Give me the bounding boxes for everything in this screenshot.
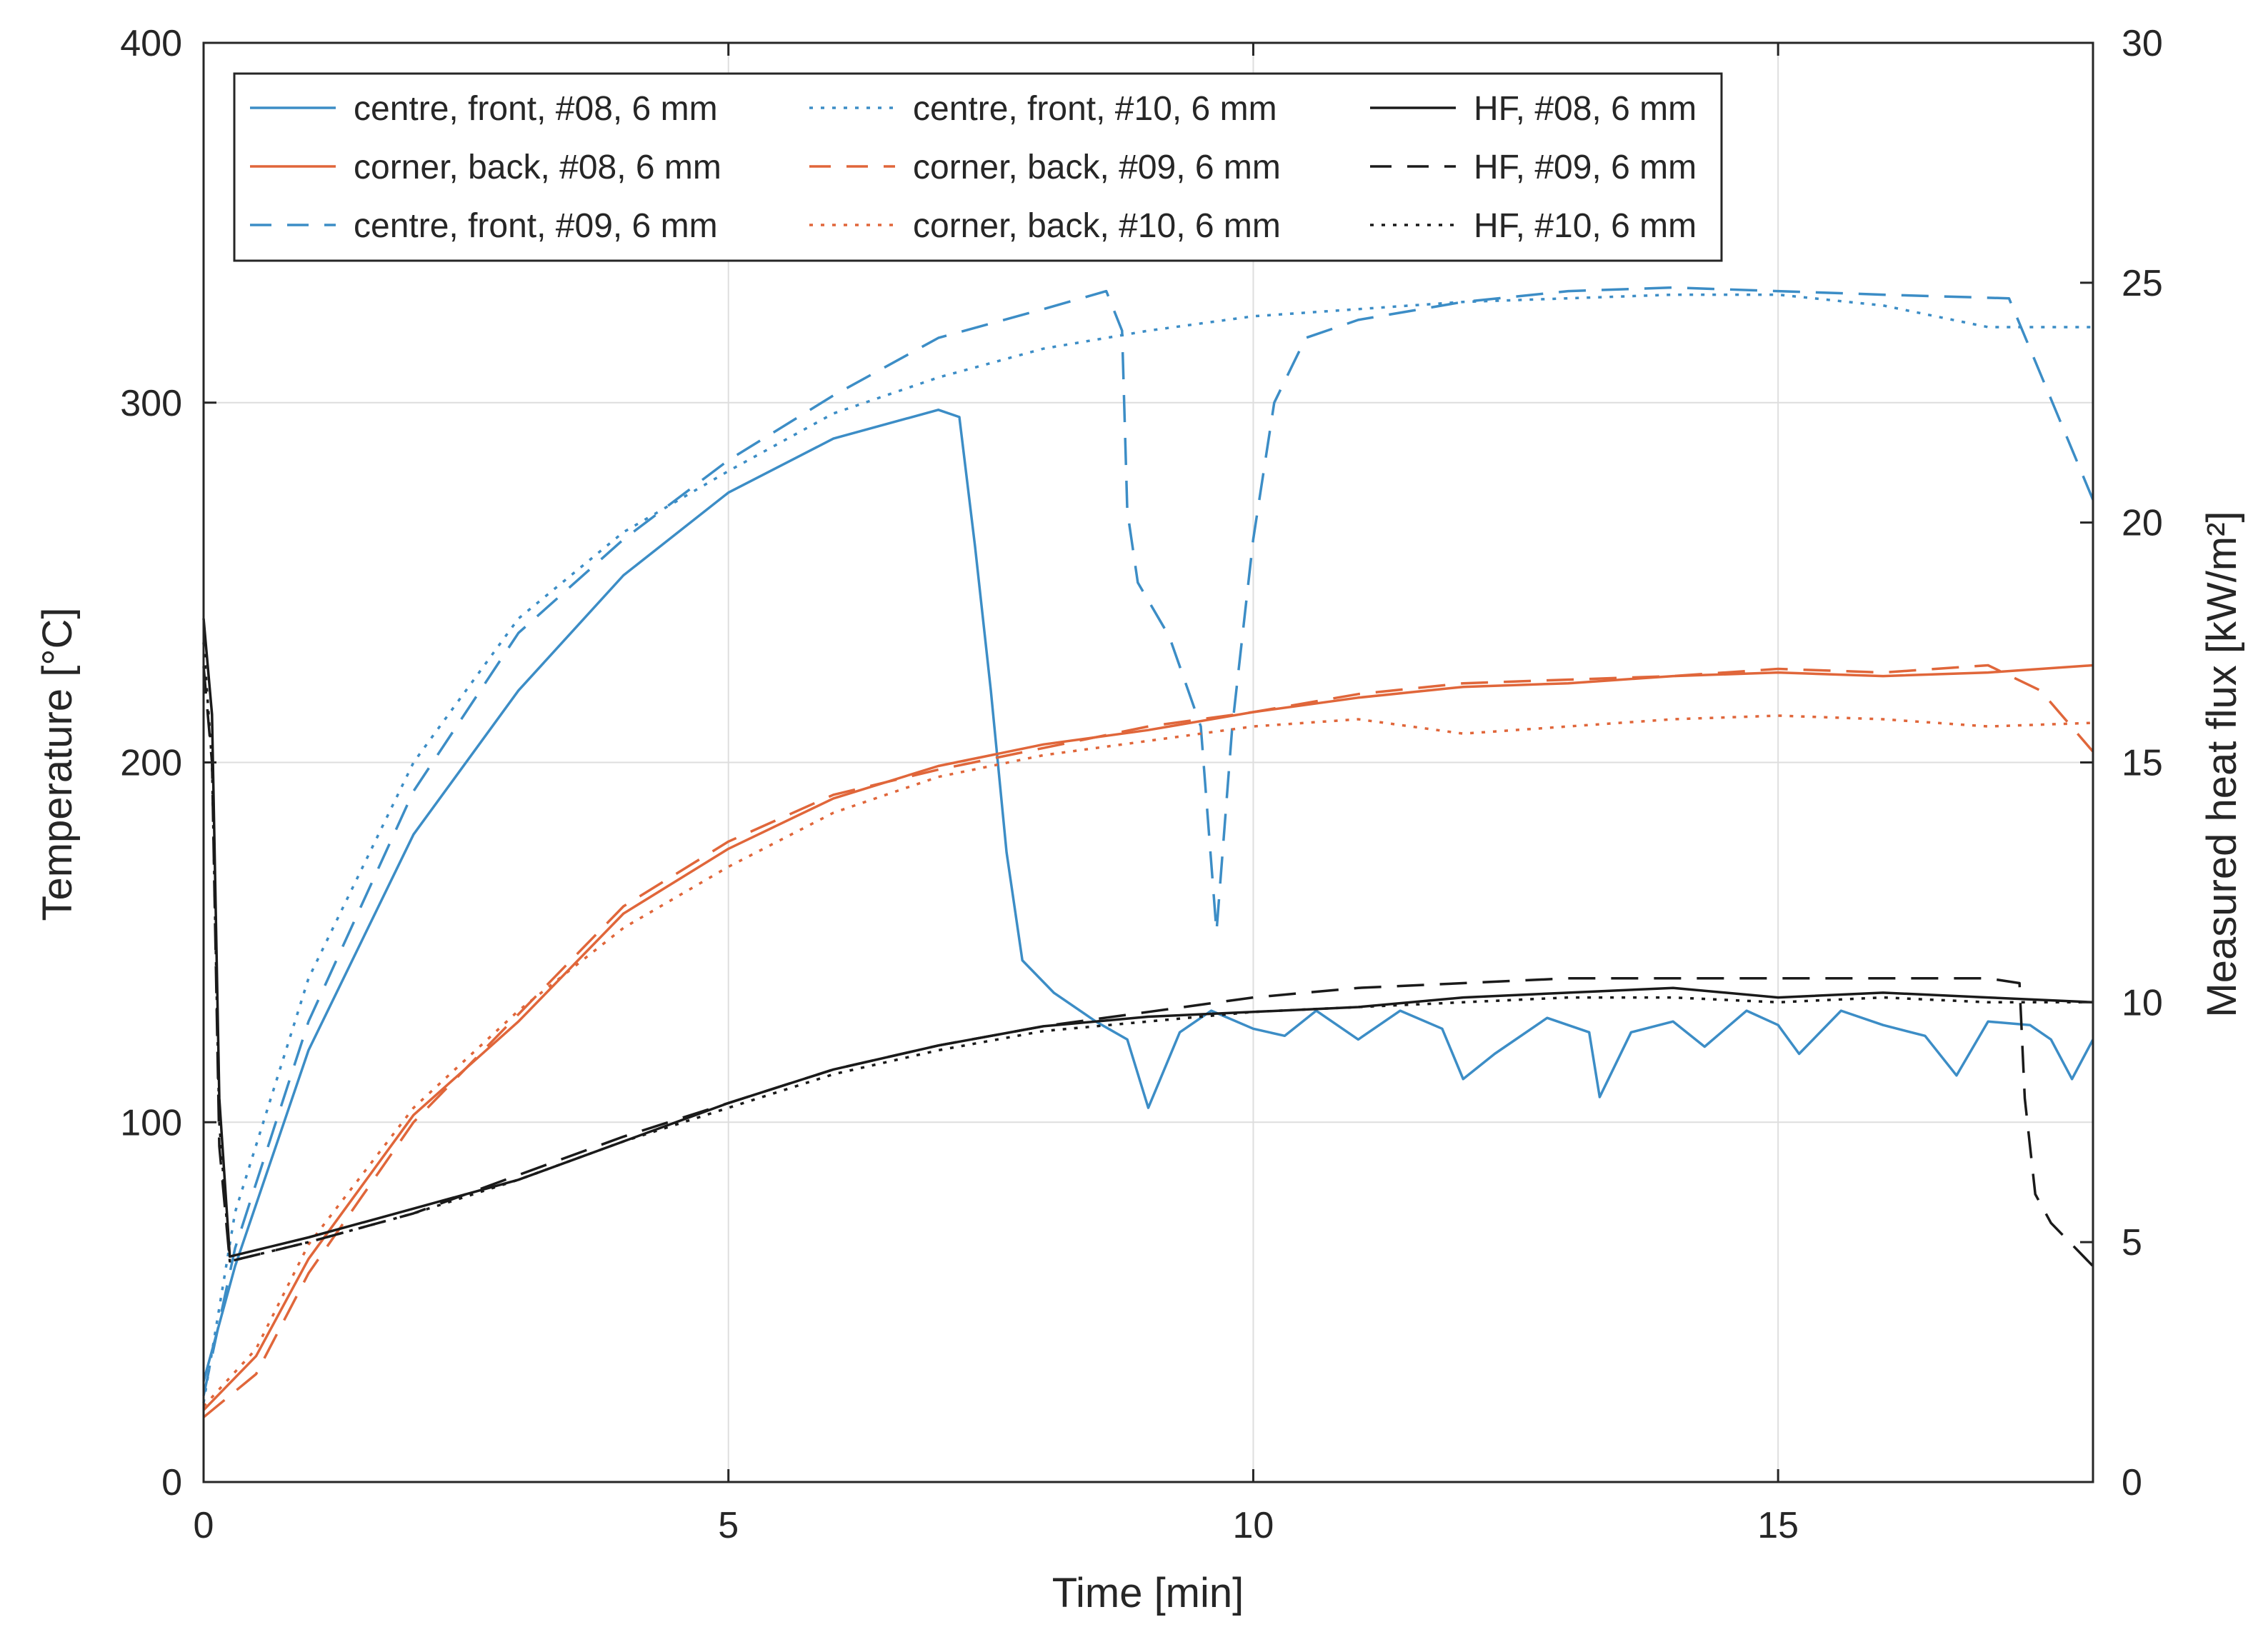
y-axis-label-left: Temperature [°C]	[34, 607, 81, 921]
series-line-1	[202, 409, 2094, 1382]
y-tick-label-right: 0	[2122, 1462, 2142, 1503]
legend-label: HF, #08, 6 mm	[1474, 90, 1697, 128]
y-tick-label-left: 100	[120, 1102, 182, 1143]
legend: centre, front, #08, 6 mm corner, back, #0…	[233, 72, 1723, 262]
legend-label: HF, #10, 6 mm	[1474, 207, 1697, 245]
legend-label: centre, front, #10, 6 mm	[913, 90, 1277, 128]
series-line-3	[202, 286, 2094, 1396]
y-tick-label-right: 30	[2122, 23, 2163, 64]
y-tick-label-right: 10	[2122, 982, 2163, 1023]
series-line-8	[202, 666, 2094, 1268]
series-layer	[202, 286, 2094, 1418]
axes	[202, 41, 2094, 1483]
y-tick-label-left: 300	[120, 383, 182, 424]
legend-box	[233, 72, 1723, 262]
y-tick-label-left: 200	[120, 743, 182, 784]
x-tick-label: 0	[194, 1505, 214, 1546]
y-axis-label-right: Measured heat flux [kW/m²]	[2199, 511, 2245, 1017]
legend-label: corner, back, #09, 6 mm	[913, 149, 1281, 186]
legend-label: centre, front, #08, 6 mm	[354, 90, 718, 128]
x-tick-label: 5	[718, 1505, 739, 1546]
legend-label: corner, back, #10, 6 mm	[913, 207, 1281, 245]
series-line-4	[202, 293, 2093, 1403]
y-tick-label-left: 0	[161, 1462, 182, 1503]
x-axis-label: Time [min]	[1052, 1570, 1244, 1616]
y-tick-label-right: 25	[2122, 263, 2163, 304]
grid-lines	[204, 43, 2093, 1482]
legend-label: corner, back, #08, 6 mm	[354, 149, 721, 186]
tick-labels: 0 5 10 15 0 100 200 300 400 0 5 10 15 20 25 30	[120, 23, 2163, 1546]
series-line-9	[202, 642, 2093, 1263]
y-tick-label-right: 15	[2122, 743, 2163, 784]
series-line-5	[202, 664, 2094, 1418]
legend-label: HF, #09, 6 mm	[1474, 149, 1697, 186]
legend-label: centre, front, #09, 6 mm	[354, 207, 718, 245]
y-tick-label-left: 400	[120, 23, 182, 64]
y-tick-label-right: 5	[2122, 1222, 2142, 1263]
series-line-6	[202, 714, 2094, 1408]
x-tick-label: 15	[1757, 1505, 1799, 1546]
x-tick-label: 10	[1233, 1505, 1274, 1546]
y-tick-label-right: 20	[2122, 503, 2163, 544]
